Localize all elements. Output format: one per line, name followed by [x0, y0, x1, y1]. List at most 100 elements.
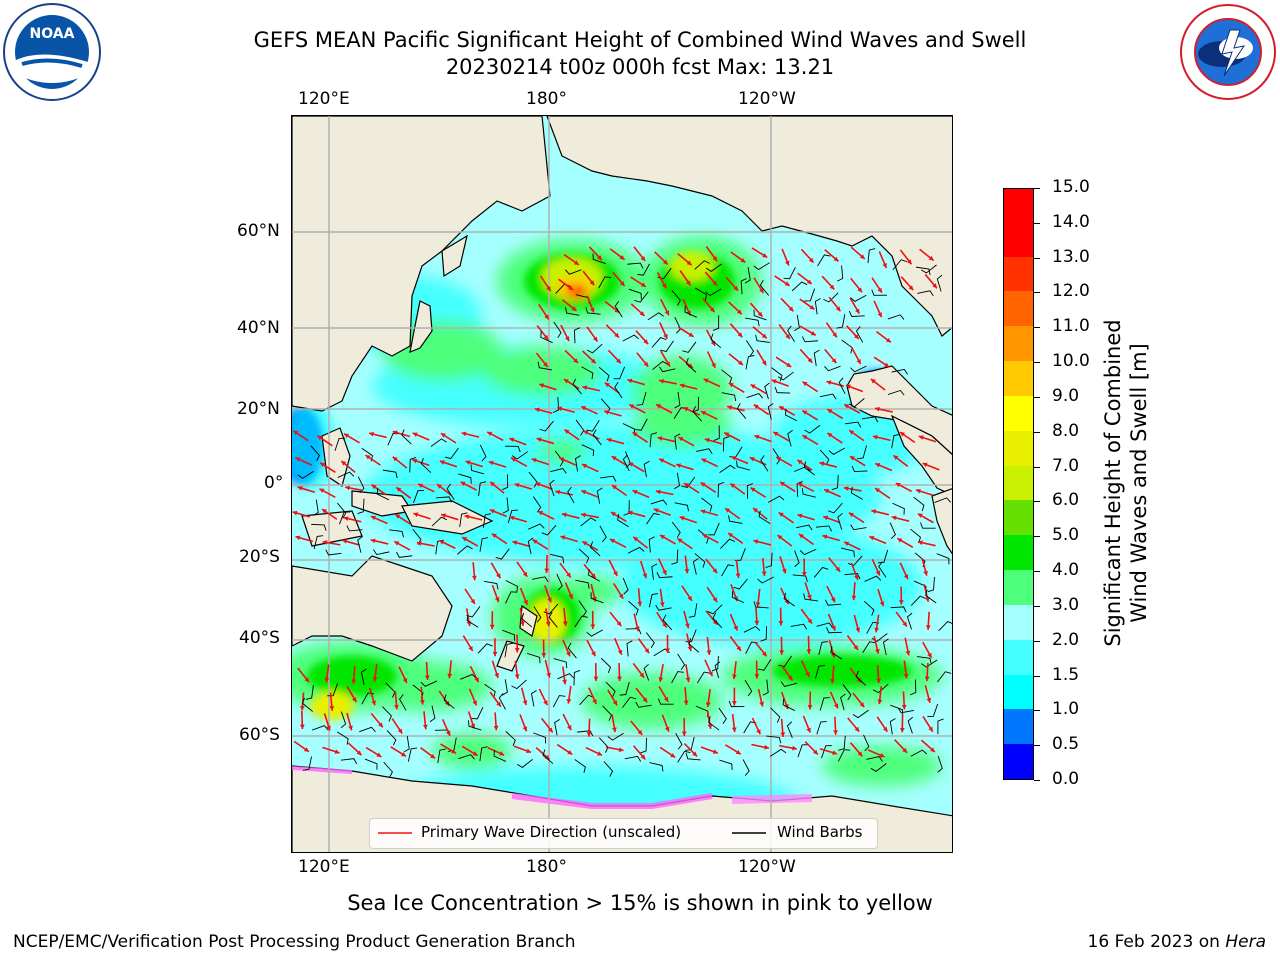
wind-barb: [841, 339, 853, 354]
colorbar-tick-mark: [1034, 257, 1040, 259]
wind-barb: [636, 392, 647, 406]
wave-arrow-head: [522, 726, 528, 732]
legend-barb-label: Wind Barbs: [777, 823, 863, 841]
wind-barb: [762, 679, 769, 696]
wave-arrow-head: [468, 646, 473, 651]
wind-barb: [413, 490, 425, 503]
wind-barb: [712, 612, 723, 629]
colorbar-tick-label: 12.0: [1052, 281, 1090, 302]
footer-date-text: 16 Feb 2023 on: [1087, 932, 1226, 952]
wind-barb: [628, 288, 642, 300]
wind-barb: [553, 321, 562, 338]
wind-barb: [527, 653, 541, 664]
wave-arrow-head: [687, 363, 693, 369]
wind-barb: [311, 523, 327, 531]
wave-arrow-head: [731, 727, 737, 732]
wind-barb: [921, 659, 938, 668]
wind-barb: [507, 509, 518, 524]
wave-arrow-head: [317, 435, 323, 441]
colorbar: [1003, 188, 1034, 780]
wave-arrow-head: [915, 488, 921, 494]
wind-barb: [310, 445, 320, 461]
wind-barb: [681, 476, 696, 489]
wave-arrow-head: [692, 751, 698, 757]
wave-arrow-head: [612, 700, 618, 706]
wind-barb: [685, 629, 697, 643]
wind-barb: [889, 522, 896, 540]
wave-arrow-head: [749, 457, 755, 462]
wave-arrow-head: [928, 726, 933, 732]
wave-arrow-head: [753, 508, 758, 513]
wave-arrow-head: [762, 253, 768, 258]
wave-arrow-head: [557, 406, 563, 412]
wave-arrow-head: [295, 535, 301, 541]
wind-barb: [482, 513, 492, 528]
wave-arrow-head: [562, 679, 567, 685]
colorbar-tick-mark: [1034, 362, 1040, 364]
wind-barb: [866, 756, 883, 762]
wind-barb: [753, 601, 769, 609]
sea-ice-note: Sea Ice Concentration > 15% is shown in …: [347, 891, 933, 915]
colorbar-tick-label: 7.0: [1052, 455, 1080, 476]
wind-barb: [567, 642, 577, 659]
wave-arrow-head: [597, 255, 602, 261]
wind-barb: [917, 290, 934, 297]
wave-arrow-head: [732, 674, 737, 680]
wave-arrow-head: [874, 627, 880, 633]
wind-barb: [701, 497, 713, 512]
wave-arrow-head: [543, 362, 548, 367]
wave-arrow-head: [538, 511, 544, 516]
wind-barb: [554, 718, 560, 736]
wave-arrow-head: [788, 306, 794, 312]
wind-barb: [743, 625, 761, 633]
wind-barb: [848, 398, 865, 408]
colorbar-segment: [1004, 569, 1033, 605]
wave-arrow-head: [784, 260, 790, 266]
wind-barb: [527, 523, 545, 530]
wave-arrow-head: [592, 336, 598, 342]
wave-arrow-head: [451, 749, 457, 754]
wind-barb: [550, 553, 565, 564]
wave-arrow-head: [733, 285, 739, 291]
wave-arrow-head: [809, 304, 815, 310]
wave-arrow-head: [304, 677, 310, 683]
wind-barb: [707, 604, 723, 615]
wind-barb: [671, 521, 681, 538]
wind-barb: [744, 679, 753, 697]
wind-barb: [746, 483, 754, 499]
wind-barb: [857, 445, 867, 460]
wind-barb: [586, 343, 603, 354]
wave-arrow-head: [343, 516, 349, 521]
wind-barb: [819, 393, 837, 400]
wind-barb: [792, 574, 808, 582]
wind-barb: [466, 614, 479, 628]
wave-arrow-head: [875, 406, 880, 412]
wave-arrow-head: [802, 381, 808, 387]
wave-arrow-head: [757, 311, 763, 317]
wave-arrow-head: [844, 404, 850, 409]
wave-arrow-head: [662, 622, 667, 628]
wave-arrow-head: [777, 535, 783, 540]
wave-arrow-head: [728, 533, 733, 538]
wave-arrow-head: [412, 458, 418, 464]
wind-barb: [759, 279, 770, 296]
wave-arrow-head: [543, 700, 548, 706]
wind-barb: [581, 444, 595, 457]
wave-arrow-head: [490, 481, 495, 487]
wave-arrow-head: [754, 620, 760, 626]
wave-arrow-head: [493, 725, 499, 731]
wave-arrow-head: [707, 724, 713, 729]
wave-arrow-head: [819, 461, 825, 467]
wind-barb: [816, 622, 834, 629]
wave-arrow-head: [444, 700, 450, 706]
wave-arrow-head: [797, 459, 803, 465]
wave-arrow-head: [532, 539, 538, 544]
wave-arrow-head: [899, 432, 905, 437]
wind-barb: [596, 487, 603, 504]
wave-arrow-head: [706, 650, 712, 655]
wave-arrow-head: [876, 678, 881, 684]
wind-barb: [758, 510, 771, 524]
wind-barb: [891, 433, 900, 449]
wave-arrow-head: [813, 749, 818, 755]
wave-arrow-head: [879, 601, 885, 607]
